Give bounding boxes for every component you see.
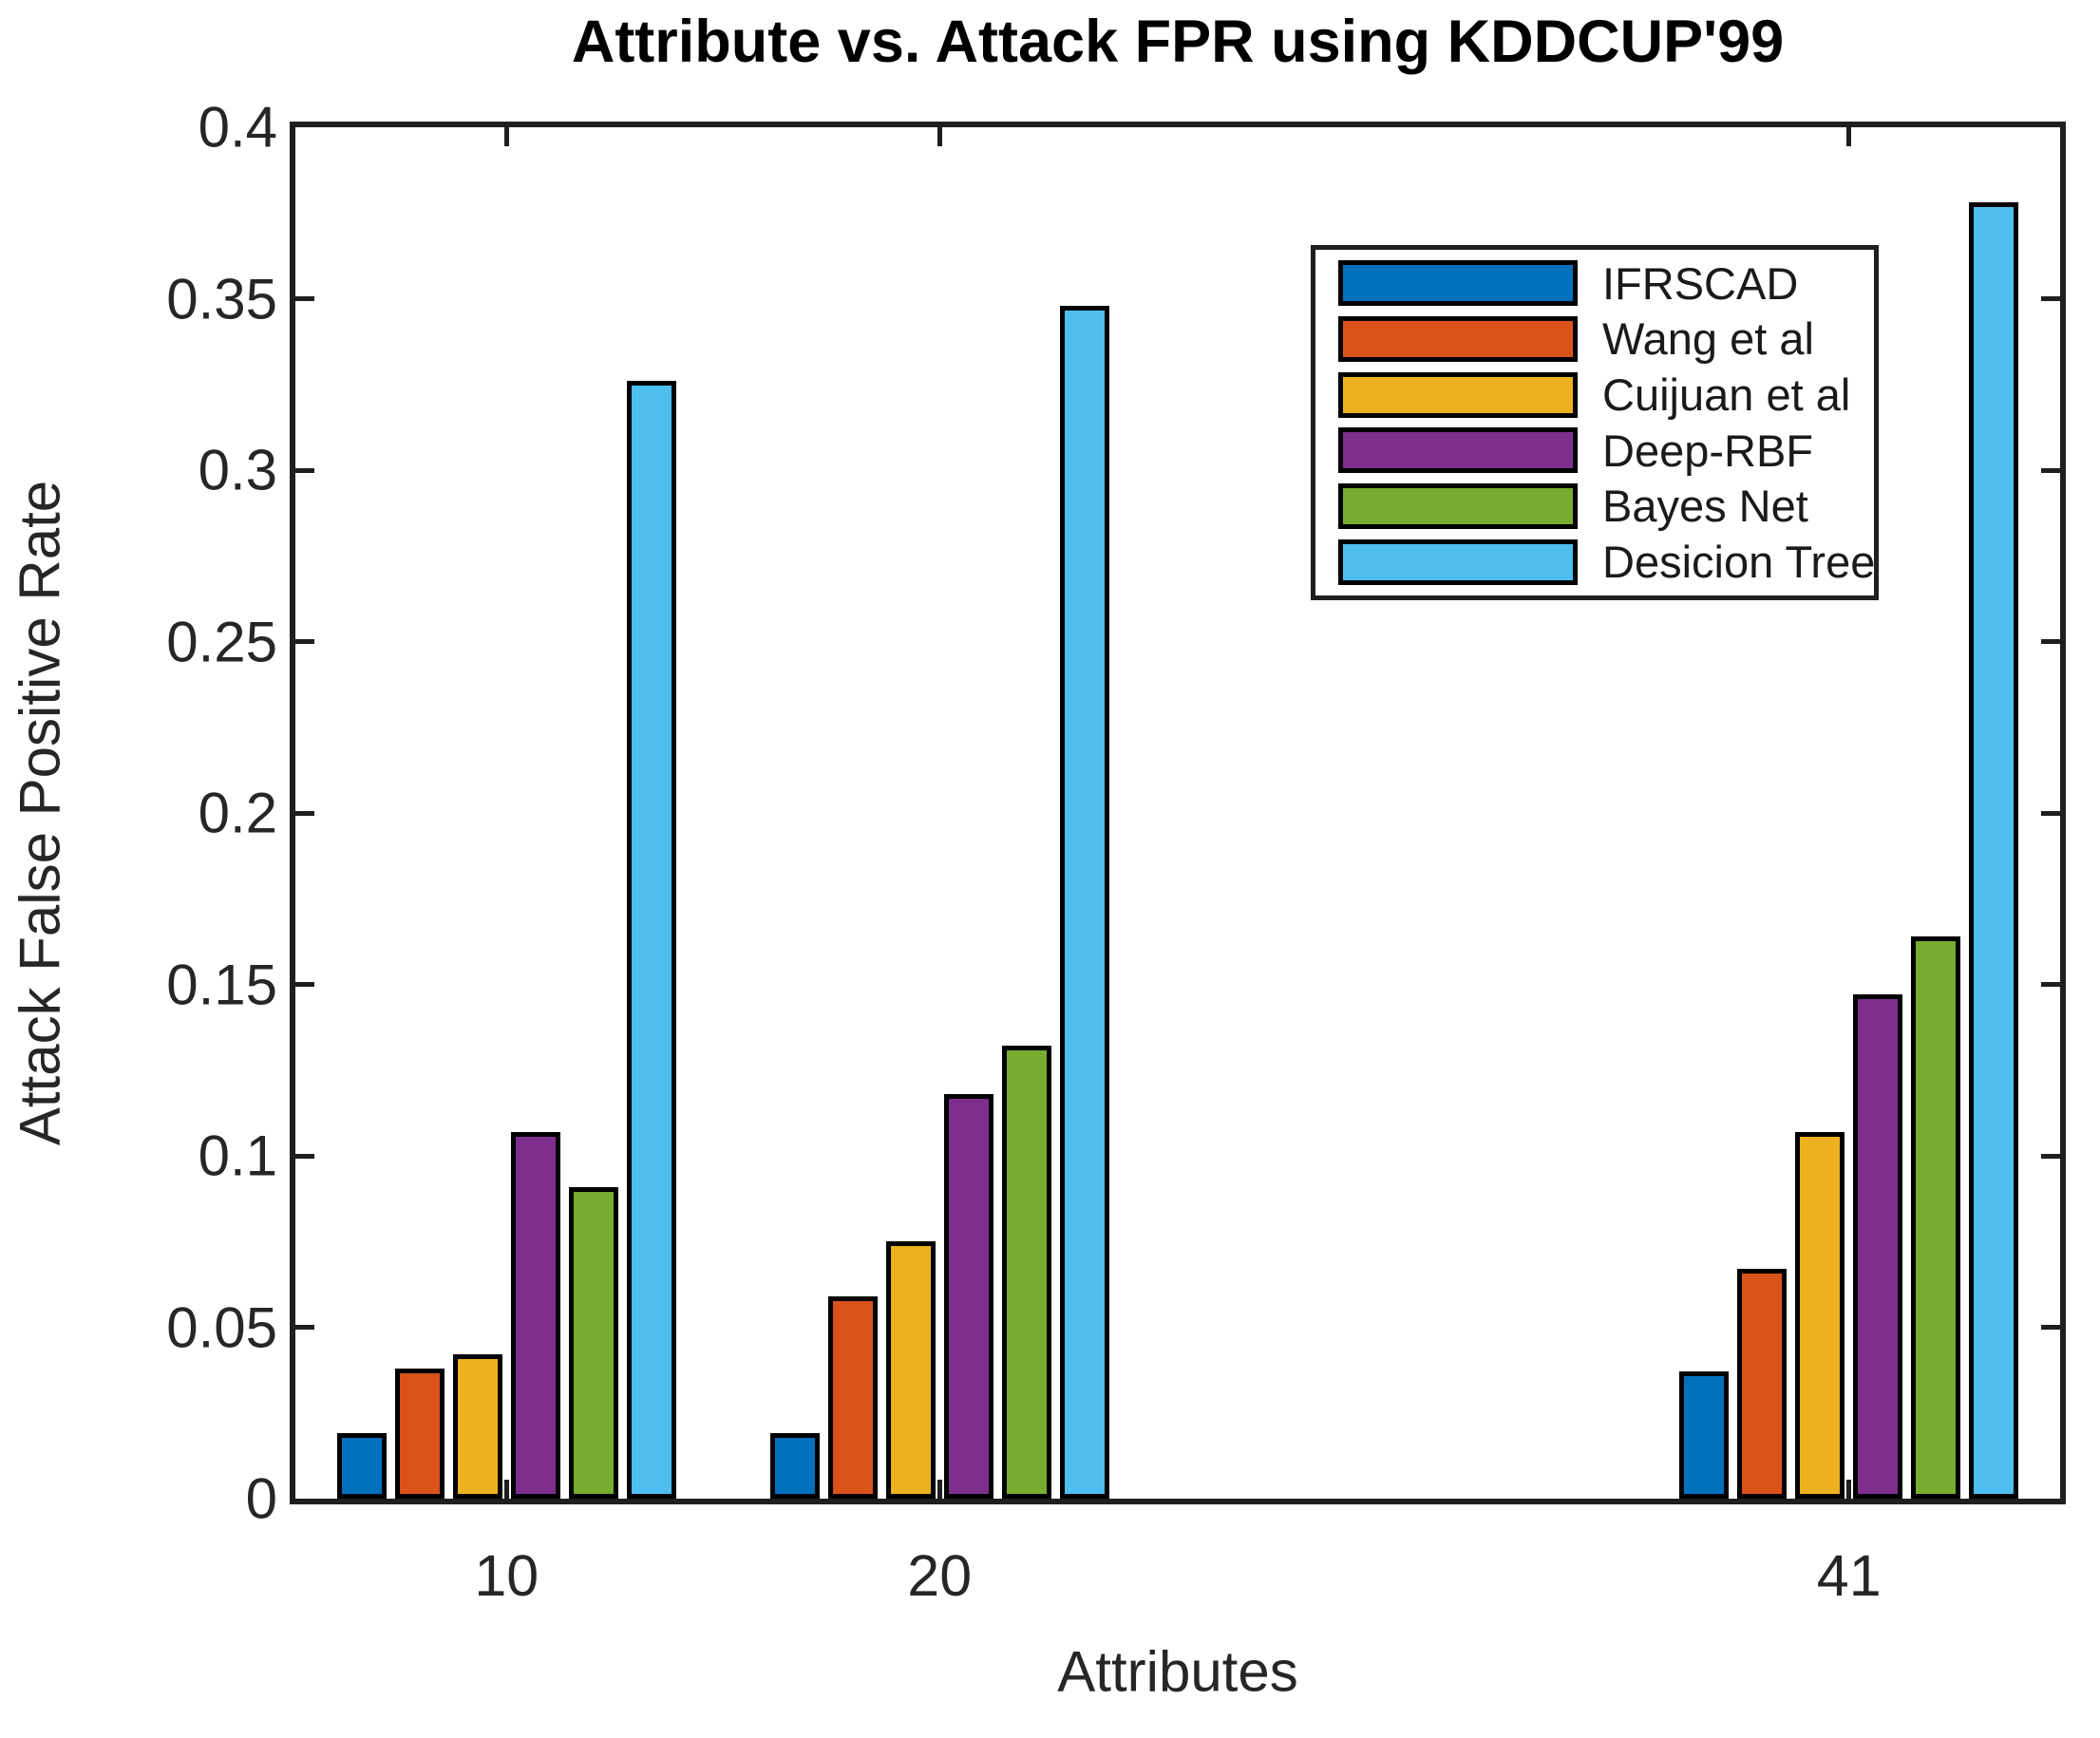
y-tick-label: 0.25 [166, 610, 277, 673]
x-tick-mirror [503, 127, 509, 146]
y-tick-mirror [2041, 467, 2060, 473]
legend-item-label: Bayes Net [1602, 481, 1808, 532]
legend-item: Desicion Tree [1315, 535, 1876, 590]
bar-deep-rbf [1853, 994, 1903, 1499]
x-tick-mirror [1846, 127, 1852, 146]
bar-ifrscad [769, 1433, 820, 1499]
legend-item-label: Desicion Tree [1602, 537, 1876, 588]
legend-item: Cuijuan et al [1315, 368, 1874, 423]
legend-swatch [1338, 260, 1578, 307]
chart-title: Attribute vs. Attack FPR using KDDCUP'99 [571, 9, 1785, 75]
bar-desicion-tree [626, 381, 676, 1499]
y-tick-label: 0.2 [198, 781, 277, 845]
y-tick [295, 982, 314, 987]
legend-item-label: Wang et al [1602, 313, 1814, 365]
legend-item-label: Cuijuan et al [1602, 369, 1851, 421]
legend-item-label: Deep-RBF [1602, 425, 1814, 476]
x-tick-mirror [936, 127, 942, 146]
y-tick-label: 0 [245, 1466, 277, 1531]
legend-swatch [1338, 482, 1578, 529]
bar-bayes-net [1911, 935, 1961, 1499]
x-axis-label: Attributes [1057, 1639, 1298, 1704]
bar-wang-et-al [394, 1368, 445, 1499]
legend-swatch [1338, 315, 1578, 362]
y-tick [295, 1153, 314, 1159]
y-tick-label: 0.35 [166, 267, 277, 331]
bar-desicion-tree [1059, 305, 1109, 1499]
y-tick-label: 0.15 [166, 953, 277, 1016]
y-tick-mirror [2041, 1325, 2060, 1330]
y-tick-mirror [2041, 810, 2060, 816]
bar-cuijuan-et-al [1795, 1131, 1845, 1499]
legend-item-label: IFRSCAD [1602, 257, 1799, 309]
bar-bayes-net [568, 1186, 618, 1499]
y-axis-label: Attack False Positive Rate [8, 480, 72, 1146]
y-tick [295, 810, 314, 816]
legend-item: Wang et al [1315, 312, 1874, 367]
legend-swatch [1338, 538, 1578, 585]
legend-item: Bayes Net [1315, 479, 1874, 534]
bar-deep-rbf [510, 1131, 560, 1499]
legend-item: IFRSCAD [1315, 255, 1874, 311]
legend-swatch [1338, 371, 1578, 418]
y-tick [295, 639, 314, 644]
y-tick-mirror [2041, 1153, 2060, 1159]
x-tick-label: 20 [907, 1543, 973, 1608]
y-tick [295, 296, 314, 301]
bar-wang-et-al [827, 1296, 878, 1499]
bar-desicion-tree [1969, 202, 2019, 1499]
x-tick [503, 1480, 509, 1499]
x-tick-label: 10 [474, 1543, 539, 1608]
legend-item: Deep-RBF [1315, 423, 1874, 478]
bar-bayes-net [1001, 1046, 1051, 1499]
y-tick [295, 467, 314, 473]
bar-deep-rbf [943, 1094, 993, 1499]
y-tick-mirror [2041, 982, 2060, 987]
y-tick-label: 0.3 [198, 438, 277, 502]
y-tick-label: 0.1 [198, 1124, 277, 1188]
x-tick-label: 41 [1816, 1543, 1882, 1608]
y-tick [295, 1325, 314, 1330]
legend-swatch [1338, 427, 1578, 474]
y-tick-label: 0.4 [198, 95, 277, 160]
bar-ifrscad [1679, 1371, 1730, 1499]
legend: IFRSCAD Wang et al Cuijuan et al Deep-RBF Ba… [1311, 245, 1879, 600]
bar-wang-et-al [1737, 1269, 1788, 1499]
y-tick-mirror [2041, 296, 2060, 301]
y-tick-label: 0.05 [166, 1295, 277, 1359]
x-tick [936, 1480, 942, 1499]
x-tick [1846, 1480, 1852, 1499]
bar-ifrscad [336, 1433, 387, 1499]
bar-cuijuan-et-al [452, 1354, 502, 1499]
bar-cuijuan-et-al [885, 1241, 936, 1499]
y-tick-mirror [2041, 639, 2060, 644]
